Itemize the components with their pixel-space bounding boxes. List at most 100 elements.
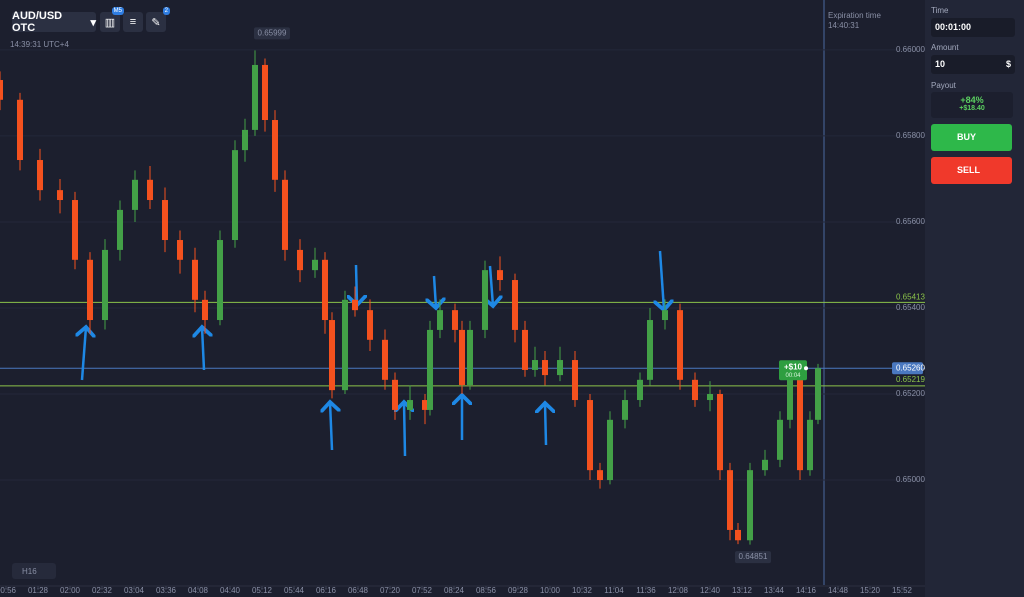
candle-body [132,179,138,210]
x-tick-label: 06:48 [348,586,369,595]
level-label: 0.65413 [896,293,925,302]
sell-button[interactable]: SELL [931,157,1012,184]
annotation-box [735,551,771,564]
expiration-time: 14:40:31 [828,21,860,30]
timeframe[interactable]: H16 [22,567,37,576]
x-tick-label: 02:32 [92,586,113,595]
candle-body [512,280,518,330]
x-tick-label: 05:12 [252,586,273,595]
candle-body [735,529,741,541]
x-tick-label: 04:08 [188,586,209,595]
candle-body [352,299,358,311]
candle-body [459,329,465,385]
x-tick-label: 15:20 [860,586,881,595]
amount-input[interactable]: 10 $ [931,55,1015,74]
y-tick-label: 0.65600 [896,217,925,226]
settings[interactable]: ≡ [123,12,143,32]
annotation: 0.64851 [739,552,768,561]
level-label: 0.65260 [896,363,925,372]
y-tick-label: 0.65800 [896,131,925,140]
candle-body [637,379,643,401]
candle-body [87,259,93,321]
candle-body [147,179,153,201]
x-tick-label: 11:04 [604,586,624,595]
candle-body [482,270,488,330]
candle-body [382,339,388,380]
candle-body [297,249,303,271]
candle-body [407,400,413,410]
trade-timer: 00:04 [785,373,801,379]
candle-body [177,240,183,260]
candle-body [452,310,458,330]
badge: M5 [111,7,124,15]
candle-body [467,329,473,385]
candle-body [217,240,223,321]
pair-selector[interactable]: AUD/USD OTC ▾ [12,10,96,34]
expiration-label: Expiration time [828,11,881,20]
label: Payout [931,81,956,90]
candle-body [532,360,538,370]
annotation: 0.65999 [258,28,287,37]
candle-body [367,310,373,340]
candle-body [727,470,733,530]
candle-body [787,379,793,420]
trade-point [804,366,808,371]
trade-amount: +$10 [784,362,803,371]
payout-percent: +84% [960,95,984,105]
level-label: 0.65219 [896,375,925,384]
y-tick-label: 0.65200 [896,389,925,398]
candle-body [662,310,668,321]
x-tick-label: 00:56 [0,586,17,595]
pair[interactable]: AUD/USD OTC [12,10,63,34]
currency: $ [1005,59,1011,69]
x-tick-label: 02:00 [60,586,81,595]
x-tick-label: 07:20 [380,586,401,595]
timeframe-box[interactable] [12,563,56,579]
annotation-box [254,27,290,40]
time-input[interactable]: 00:01:00 [931,18,1015,37]
indicators[interactable]: ▥ M5 [100,7,124,32]
candle-body [312,259,318,271]
x-tick-label: 12:40 [700,586,721,595]
x-tick-label: 14:16 [796,586,817,595]
chart: 14:39:31 UTC+4 Expiration time 14:40:31 … [0,0,925,595]
x-tick-label: 08:24 [444,586,465,595]
candle-body [607,419,613,481]
trade-box [779,360,807,381]
drawings[interactable]: ✎ 2 [146,7,170,32]
x-tick-label: 03:04 [124,586,145,595]
candle-body [717,394,723,471]
candle-body [707,394,713,401]
candle-body [262,64,268,121]
candle-body [542,360,548,376]
trade-panel: Time 00:01:00 Amount 10 $ Payout +84% +$1… [925,0,1024,597]
candle-body [647,320,653,380]
candle-body [815,368,821,420]
payout: +84% +$18.40 [931,92,1013,118]
candle-body [192,259,198,300]
candle-body [342,299,348,391]
candle-body [162,200,168,241]
candle-body [557,360,563,376]
candle-body [242,129,248,151]
arrows [82,250,664,457]
candle-body [117,209,123,250]
x-tick-label: 05:44 [284,586,305,595]
candle-body [747,470,753,541]
candle-body [0,80,3,100]
candle-body [497,270,503,281]
x-tick-label: 01:28 [28,586,49,595]
candle-body [202,299,208,321]
candle-body [422,400,428,410]
x-tick-label: 14:48 [828,586,849,595]
candle-body [17,99,23,161]
candle-body [677,310,683,380]
candle-body [807,419,813,471]
x-tick-label: 12:08 [668,586,689,595]
candle-body [72,200,78,260]
buy-button[interactable]: BUY [931,124,1012,151]
y-tick-label: 0.66000 [896,45,925,54]
x-tick-label: 08:56 [476,586,497,595]
candle-body [797,379,803,471]
